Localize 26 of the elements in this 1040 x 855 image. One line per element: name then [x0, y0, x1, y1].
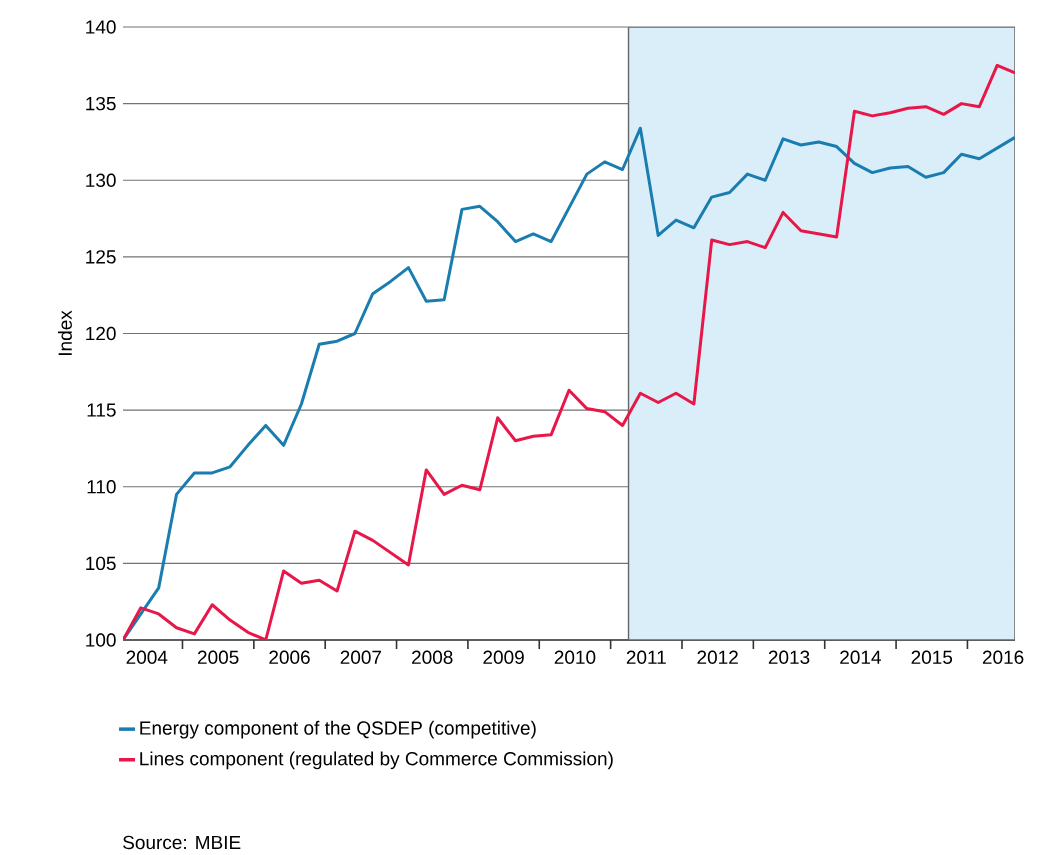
x-tick-label: 2010 — [554, 650, 596, 664]
x-tick-label: 2005 — [197, 650, 239, 664]
y-tick-label: 135 — [86, 96, 116, 111]
y-tick-label: 130 — [86, 173, 116, 187]
x-tick-label: 2016 — [982, 650, 1024, 664]
y-tick-label: 105 — [86, 556, 116, 571]
x-tick-label: 2007 — [340, 650, 382, 664]
x-tick-label: 2006 — [269, 650, 310, 664]
x-tick-label: 2009 — [483, 650, 524, 664]
x-tick-label: 2011 — [626, 650, 666, 664]
source-note: Source: MBIE — [123, 835, 241, 850]
y-axis-title: Index — [57, 310, 72, 355]
y-tick-label: 115 — [87, 403, 116, 417]
legend-label: Lines component (regulated by Commerce Commission) — [140, 751, 613, 770]
x-tick-label: 2014 — [840, 650, 881, 664]
x-tick-label: 2013 — [768, 650, 810, 664]
x-tick-label: 2012 — [697, 650, 738, 664]
y-tick-label: 125 — [86, 250, 116, 264]
y-tick-label: 110 — [87, 480, 116, 494]
y-tick-label: 120 — [86, 326, 116, 341]
x-tick-label: 2015 — [911, 650, 953, 664]
x-tick-label: 2008 — [412, 650, 453, 664]
legend-label: Energy component of the QSDEP (competitive) — [140, 720, 536, 739]
x-tick-label: 2004 — [126, 650, 168, 664]
y-tick-label: 140 — [86, 20, 116, 34]
y-tick-label: 100 — [86, 633, 116, 647]
